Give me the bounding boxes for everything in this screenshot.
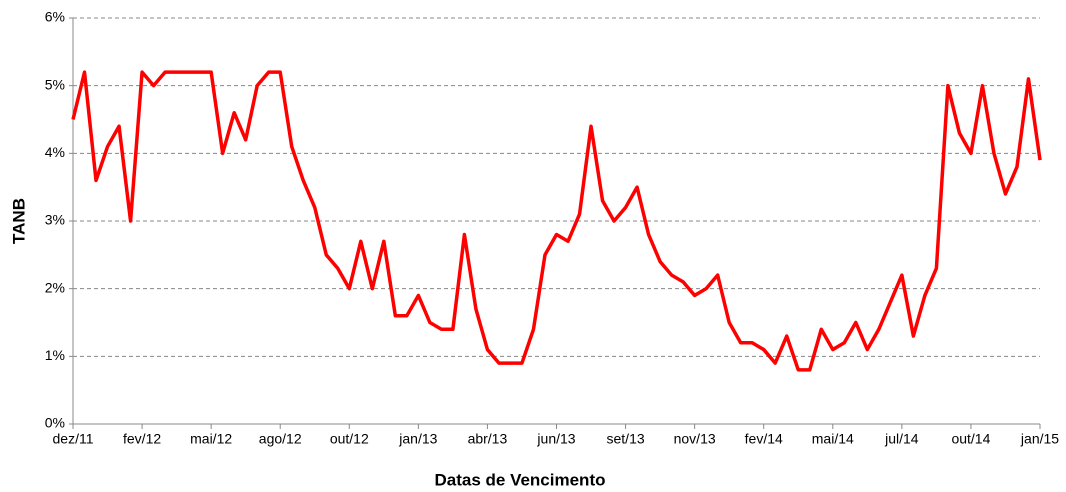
y-tick-label: 4% [45,144,65,160]
x-tick-label: jan/13 [398,431,437,447]
y-tick-label: 5% [45,76,65,92]
x-tick-label: fev/14 [745,431,783,447]
y-tick-label: 6% [45,9,65,25]
x-tick-label: jul/14 [884,431,919,447]
x-tick-label: mai/14 [812,431,854,447]
y-tick-label: 1% [45,347,65,363]
x-tick-label: jan/15 [1020,431,1059,447]
x-tick-label: fev/12 [123,431,161,447]
x-tick-label: ago/12 [259,431,302,447]
y-tick-label: 3% [45,212,65,228]
x-tick-label: dez/11 [53,431,94,447]
x-tick-label: out/14 [951,431,990,447]
x-tick-label: abr/13 [468,431,508,447]
x-tick-label: set/13 [607,431,645,447]
x-tick-label: out/12 [330,431,369,447]
x-tick-label: nov/13 [674,431,716,447]
data-line [71,70,1042,372]
y-axis-title: TANB [9,198,28,244]
y-tick-label: 2% [45,279,65,295]
y-tick-label: 0% [45,415,65,431]
x-axis-title: Datas de Vencimento [434,470,605,489]
x-tick-label: jun/13 [536,431,575,447]
x-tick-label: mai/12 [190,431,232,447]
